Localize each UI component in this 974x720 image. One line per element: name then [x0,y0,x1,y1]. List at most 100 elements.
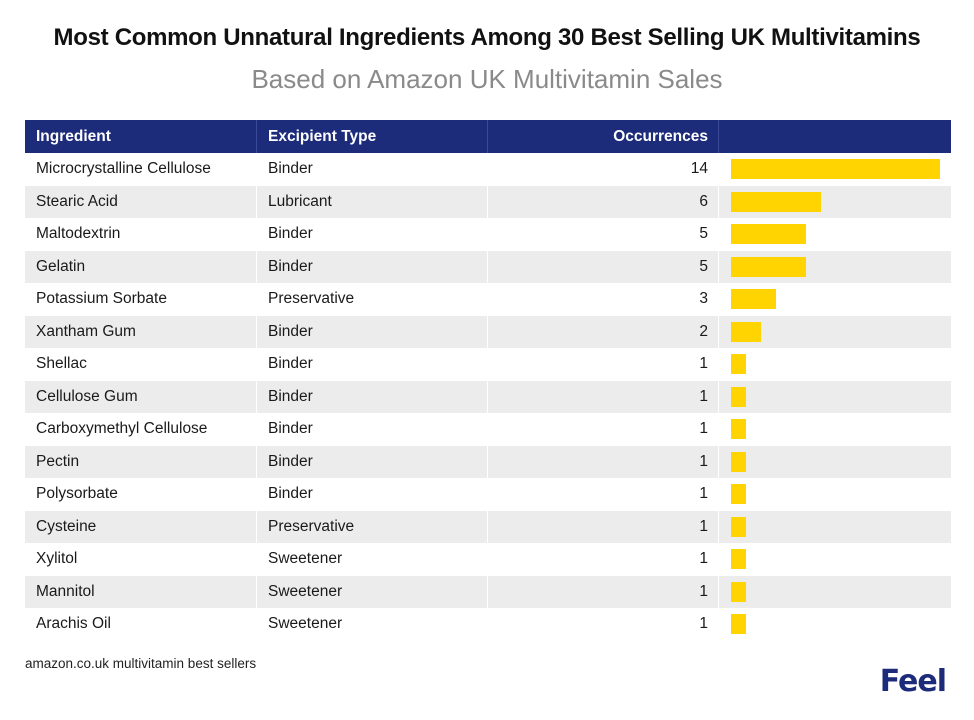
bar-cell [718,283,951,316]
occurrences-cell: 1 [487,478,718,511]
chart-subtitle: Based on Amazon UK Multivitamin Sales [251,64,723,94]
bar-cell [718,478,951,511]
occurrence-bar [731,451,746,472]
table-row: Gelatin Binder 5 [25,250,951,283]
table-row: Polysorbate Binder 1 [25,478,951,511]
occurrences-cell: 5 [487,250,718,283]
excipient-type-cell: Binder [256,218,487,251]
bar-cell [718,413,951,446]
occurrence-bar [731,191,821,212]
ingredient-cell: Xylitol [36,550,78,568]
ingredients-table: Ingredient Excipient Type Occurrences Mi… [25,120,951,641]
table-row: Arachis Oil Sweetener 1 [25,608,951,641]
column-header-ingredient: Ingredient [36,127,111,145]
source-note: amazon.co.uk multivitamin best sellers [25,656,257,671]
occurrences-cell: 1 [487,608,718,641]
table-row: Stearic Acid Lubricant 6 [25,185,951,218]
ingredient-cell: Microcrystalline Cellulose [36,160,211,178]
occurrence-bar [731,549,746,569]
bar-cell [718,348,951,381]
excipient-type-cell: Sweetener [256,575,487,608]
bar-cell [718,445,951,478]
ingredient-cell: Mannitol [36,582,95,600]
ingredient-cell: Carboxymethyl Cellulose [36,420,208,438]
occurrences-cell: 1 [487,543,718,576]
table-header-row: Ingredient Excipient Type Occurrences [25,120,951,153]
table-row: Cellulose Gum Binder 1 [25,380,951,413]
table-row: Microcrystalline Cellulose Binder 14 [25,153,951,186]
ingredient-cell: Arachis Oil [36,615,111,633]
occurrences-cell: 14 [487,153,718,186]
occurrence-bar [731,386,746,407]
table-row: Pectin Binder 1 [25,445,951,478]
occurrence-bar [731,256,806,277]
bar-cell [718,380,951,413]
column-header-excipient-type: Excipient Type [256,120,487,153]
ingredient-cell: Pectin [36,452,80,470]
bar-cell [718,575,951,608]
table-body: Microcrystalline Cellulose Binder 14 Steari… [25,153,951,641]
ingredient-cell: Gelatin [36,257,86,275]
occurrence-bar [731,614,746,634]
ingredient-cell: Cysteine [36,517,97,535]
bar-cell [718,510,951,543]
bar-cell [718,250,951,283]
ingredient-cell: Maltodextrin [36,225,121,243]
table-row: Cysteine Preservative 1 [25,510,951,543]
occurrences-cell: 1 [487,348,718,381]
occurrence-bar [731,321,761,342]
table-row: Xylitol Sweetener 1 [25,543,951,576]
occurrence-bar [731,224,806,244]
excipient-type-cell: Binder [256,153,487,186]
bar-cell [718,315,951,348]
column-header-bar [718,120,951,153]
table-row: Carboxymethyl Cellulose Binder 1 [25,413,951,446]
occurrence-bar [731,484,746,504]
occurrences-cell: 2 [487,315,718,348]
ingredient-cell: Shellac [36,355,87,373]
bar-cell [718,608,951,641]
table-row: Shellac Binder 1 [25,348,951,381]
column-header-occurrences: Occurrences [487,120,718,153]
excipient-type-cell: Preservative [256,510,487,543]
excipient-type-cell: Preservative [256,283,487,316]
bar-cell [718,185,951,218]
occurrences-cell: 1 [487,445,718,478]
ingredient-cell: Xantham Gum [36,322,136,340]
excipient-type-cell: Binder [256,348,487,381]
excipient-type-cell: Lubricant [256,185,487,218]
ingredient-cell: Polysorbate [36,485,118,503]
occurrences-cell: 1 [487,510,718,543]
ingredient-cell: Stearic Acid [36,192,118,210]
excipient-type-cell: Binder [256,380,487,413]
occurrence-bar [731,159,940,179]
occurrence-bar [731,581,746,602]
excipient-type-cell: Binder [256,250,487,283]
excipient-type-cell: Binder [256,445,487,478]
occurrences-cell: 1 [487,413,718,446]
occurrences-cell: 1 [487,380,718,413]
bar-cell [718,218,951,251]
chart-title: Most Common Unnatural Ingredients Among … [53,24,921,51]
bar-cell [718,153,951,186]
excipient-type-cell: Sweetener [256,543,487,576]
ingredient-cell: Cellulose Gum [36,387,138,405]
occurrences-cell: 5 [487,218,718,251]
occurrence-bar [731,289,776,309]
table-row: Xantham Gum Binder 2 [25,315,951,348]
occurrences-cell: 6 [487,185,718,218]
table-row: Mannitol Sweetener 1 [25,575,951,608]
occurrences-cell: 1 [487,575,718,608]
table-row: Potassium Sorbate Preservative 3 [25,283,951,316]
excipient-type-cell: Binder [256,478,487,511]
occurrence-bar [731,419,746,439]
bar-cell [718,543,951,576]
excipient-type-cell: Sweetener [256,608,487,641]
feel-logo: Feel [879,664,947,699]
table-row: Maltodextrin Binder 5 [25,218,951,251]
occurrence-bar [731,354,746,374]
ingredient-cell: Potassium Sorbate [36,290,167,308]
excipient-type-cell: Binder [256,413,487,446]
excipient-type-cell: Binder [256,315,487,348]
occurrence-bar [731,516,746,537]
